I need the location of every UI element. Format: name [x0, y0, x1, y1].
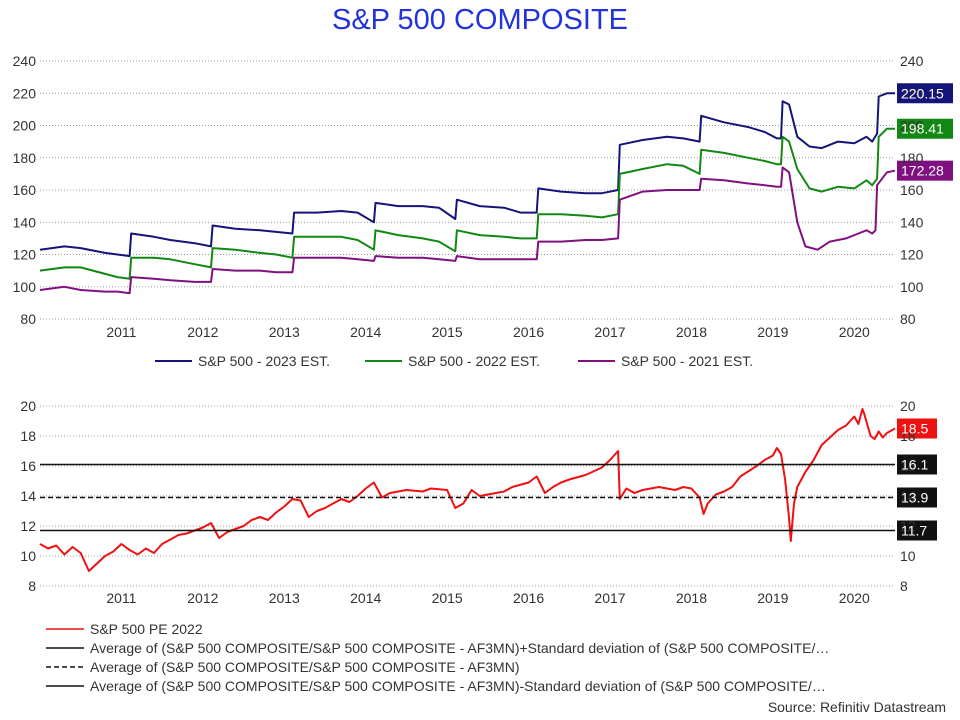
- value-tag: [897, 487, 937, 508]
- value-tag-label: 198.41: [901, 121, 944, 137]
- value-tag-label: 16.1: [901, 457, 928, 473]
- series-line-est2022-1: [39, 127, 895, 280]
- x-tick-label: 2012: [187, 324, 218, 340]
- legend-label: S&P 500 - 2021 EST.: [621, 353, 753, 369]
- y-tick-label-left: 18: [20, 428, 36, 444]
- value-tag-label: 18.5: [901, 421, 928, 437]
- y-tick-label-right: 18: [900, 428, 916, 444]
- source-note: Source: Refinitiv Datastream: [767, 699, 946, 715]
- y-tick-label-right: 140: [900, 214, 924, 230]
- x-tick-label: 2020: [839, 324, 870, 340]
- x-tick-label: 2012: [187, 590, 218, 606]
- y-tick-label-right: 20: [900, 398, 916, 414]
- value-tag: [897, 83, 953, 104]
- x-tick-label: 2017: [594, 324, 625, 340]
- value-tag: [897, 118, 953, 139]
- x-tick-label: 2013: [269, 590, 300, 606]
- x-tick-label: 2011: [106, 324, 136, 340]
- y-tick-label-left: 180: [13, 150, 37, 166]
- y-tick-label-left: 80: [20, 311, 36, 327]
- y-tick-label-left: 240: [13, 53, 37, 69]
- series-line-pe-0: [39, 408, 896, 572]
- y-tick-label-left: 200: [13, 118, 37, 134]
- y-tick-label-right: 160: [900, 182, 924, 198]
- y-tick-label-right: 200: [900, 118, 924, 134]
- x-tick-label: 2014: [350, 324, 381, 340]
- y-tick-label-right: 120: [900, 247, 924, 263]
- legend-label: Average of (S&P 500 COMPOSITE/S&P 500 CO…: [90, 640, 829, 656]
- value-tag-label: 172.28: [901, 163, 944, 179]
- y-tick-label-left: 10: [20, 548, 36, 564]
- panel-1: [39, 60, 953, 362]
- legend-label: S&P 500 - 2023 EST.: [198, 353, 330, 369]
- y-tick-label-right: 240: [900, 53, 924, 69]
- x-tick-label: 2016: [513, 324, 544, 340]
- y-tick-label-left: 160: [13, 182, 37, 198]
- value-tag: [897, 418, 937, 439]
- x-tick-label: 2019: [757, 324, 788, 340]
- y-tick-label-left: 140: [13, 214, 37, 230]
- y-tick-label-left: 100: [13, 279, 37, 295]
- x-tick-label: 2020: [839, 590, 870, 606]
- y-tick-label-right: 14: [900, 488, 916, 504]
- y-tick-label-right: 16: [900, 458, 916, 474]
- x-tick-label: 2018: [676, 324, 707, 340]
- y-tick-label-right: 8: [900, 578, 908, 594]
- y-tick-label-left: 20: [20, 398, 36, 414]
- y-tick-label-left: 8: [28, 578, 36, 594]
- x-tick-label: 2019: [757, 590, 788, 606]
- y-tick-label-right: 80: [900, 311, 916, 327]
- y-tick-label-right: 180: [900, 150, 924, 166]
- y-tick-label-left: 120: [13, 247, 37, 263]
- y-tick-label-left: 220: [13, 85, 37, 101]
- chart-title: S&P 500 COMPOSITE: [331, 4, 629, 36]
- y-tick-label-right: 100: [900, 279, 924, 295]
- value-tag-label: 13.9: [901, 490, 928, 506]
- value-tag: [897, 160, 953, 181]
- x-tick-label: 2016: [513, 590, 544, 606]
- legend-label: S&P 500 PE 2022: [90, 621, 203, 637]
- x-tick-label: 2015: [432, 324, 463, 340]
- value-tag-label: 220.15: [901, 85, 944, 101]
- y-tick-label-left: 16: [20, 458, 36, 474]
- y-tick-label-right: 12: [900, 518, 916, 534]
- legend-label: Average of (S&P 500 COMPOSITE/S&P 500 CO…: [90, 659, 520, 675]
- value-tag-label: 11.7: [901, 523, 927, 539]
- series-line-est2021-2: [39, 166, 896, 295]
- y-tick-label-right: 220: [900, 85, 924, 101]
- y-tick-label-left: 12: [20, 518, 36, 534]
- y-tick-label-left: 14: [20, 488, 36, 504]
- value-tag: [897, 520, 937, 541]
- x-tick-label: 2017: [594, 590, 625, 606]
- series-line-est2023-0: [39, 92, 895, 258]
- panel-2: [39, 405, 937, 687]
- y-tick-label-right: 10: [900, 548, 916, 564]
- legend-label: Average of (S&P 500 COMPOSITE/S&P 500 CO…: [90, 678, 826, 694]
- x-tick-label: 2015: [432, 590, 463, 606]
- x-tick-label: 2018: [676, 590, 707, 606]
- x-tick-label: 2013: [269, 324, 300, 340]
- x-tick-label: 2014: [350, 590, 381, 606]
- x-tick-label: 2011: [106, 590, 136, 606]
- value-tag: [897, 454, 937, 475]
- legend-label: S&P 500 - 2022 EST.: [408, 353, 540, 369]
